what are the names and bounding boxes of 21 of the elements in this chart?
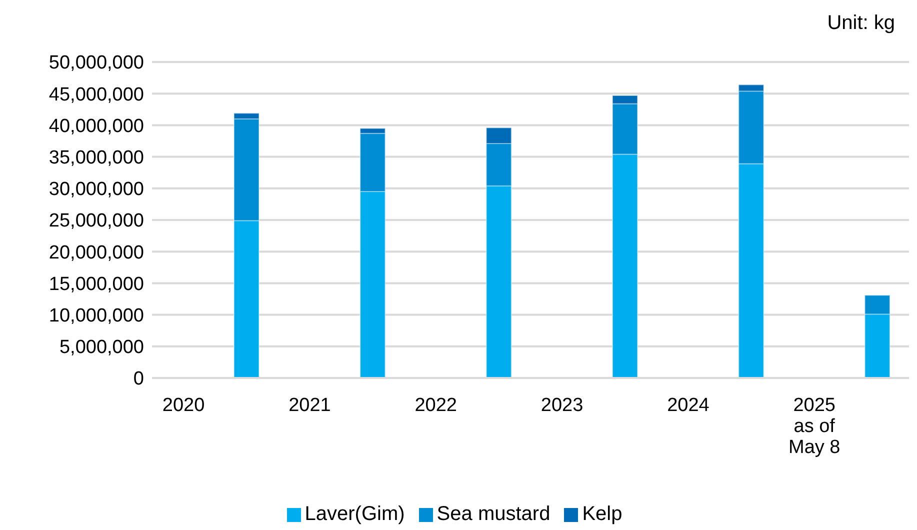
- y-tick-label: 45,000,000: [48, 84, 144, 106]
- legend-label: Laver(Gim): [304, 503, 405, 526]
- y-tick-label: 35,000,000: [48, 148, 144, 169]
- y-tick-label: 5,000,000: [59, 337, 144, 358]
- y-tick-label: 25,000,000: [48, 210, 144, 232]
- legend-label: Kelp: [582, 503, 622, 526]
- x-tick-label: 2021: [288, 395, 331, 416]
- y-tick-label: 10,000,000: [48, 306, 144, 327]
- y-tick-label: 20,000,000: [48, 242, 144, 264]
- y-tick-label: 0: [133, 368, 144, 390]
- x-tick-label: 2024: [667, 395, 710, 416]
- x-tick-label: 2022: [414, 395, 458, 416]
- legend-label: Sea mustard: [436, 503, 550, 526]
- y-tick-label: 30,000,000: [48, 179, 144, 200]
- y-tick-label: 40,000,000: [48, 116, 144, 137]
- x-tick-label: 2023: [540, 395, 584, 416]
- text: Unit: kg: [827, 12, 895, 35]
- y-tick-label: 15,000,000: [48, 274, 144, 295]
- y-tick-label: 50,000,000: [48, 52, 144, 74]
- x-tick-label: 2025 as of May 8: [788, 395, 840, 458]
- x-tick-label: 2020: [162, 395, 205, 416]
